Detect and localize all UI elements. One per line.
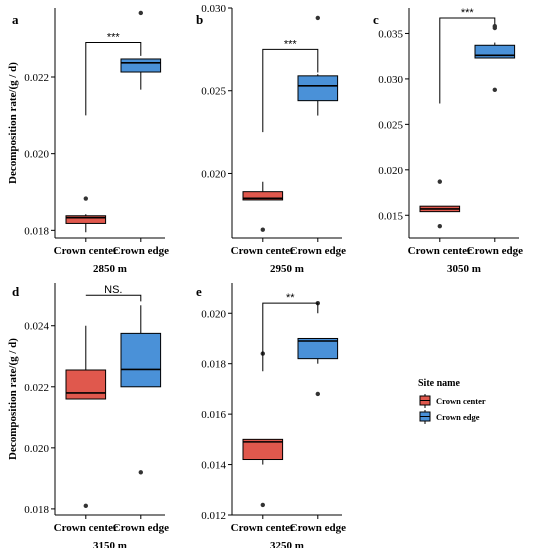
y-tick-label: 0.020: [378, 165, 403, 177]
significance-label: NS.: [104, 284, 122, 296]
significance-bracket: ***: [439, 7, 496, 104]
box-crown-edge: [297, 300, 339, 397]
panel-letter: c: [373, 12, 379, 27]
y-axis-title: Decomposition rate/(g / d): [7, 338, 19, 460]
box-crown-edge: [297, 15, 339, 116]
box-body: [474, 44, 516, 59]
box-body: [120, 332, 162, 388]
x-tick-label: Crown center: [54, 522, 118, 534]
outlier-point: [315, 15, 320, 21]
box-body: [242, 191, 284, 201]
box-body: [242, 438, 284, 461]
significance-bracket: ***: [85, 32, 142, 116]
outlier-point: [83, 196, 89, 201]
box-crown-center: [65, 196, 107, 233]
x-axis-title: 2950 m: [270, 263, 304, 275]
box-body: [65, 369, 107, 400]
box-body: [297, 75, 339, 102]
y-tick-label: 0.012: [201, 510, 226, 522]
y-tick-label: 0.014: [201, 460, 226, 472]
bracket-line: [262, 302, 319, 372]
y-tick-label: 0.016: [201, 409, 226, 421]
y-tick-label: 0.020: [201, 308, 226, 320]
box-body: [297, 337, 339, 360]
y-tick-label: 0.020: [24, 149, 49, 161]
box-crown-center: [242, 181, 284, 232]
significance-label: ***: [107, 32, 121, 44]
significance-bracket: ***: [262, 38, 319, 133]
panel-letter: b: [196, 12, 203, 27]
y-tick-label: 0.020: [201, 168, 226, 180]
bracket-line: [85, 42, 142, 116]
x-tick-label: Crown center: [408, 245, 472, 257]
legend: Site name Crown center Crown edge: [418, 378, 486, 424]
chart-panel-c: c 0.015 0.020 0.025 0.030 0.035 Crown centerCr…: [373, 7, 523, 275]
bracket-line: [439, 17, 496, 104]
y-tick-label: 0.030: [201, 3, 226, 15]
outlier-point: [138, 470, 143, 475]
y-tick-label: 0.022: [24, 72, 49, 84]
x-axis-title: 2850 m: [93, 263, 127, 275]
bracket-line: [85, 294, 142, 302]
box-crown-edge: [120, 10, 162, 90]
panel-letter: a: [12, 12, 19, 27]
legend-label: Crown edge: [436, 412, 480, 422]
box-crown-center: [242, 351, 284, 508]
x-axis-title: 3250 m: [270, 540, 304, 548]
x-tick-label: Crown center: [54, 245, 118, 257]
x-axis-title: 3050 m: [447, 263, 481, 275]
y-tick-label: 0.018: [24, 504, 49, 516]
y-tick-label: 0.022: [24, 382, 49, 394]
outlier-point: [437, 179, 442, 184]
box-crown-center: [419, 179, 461, 229]
chart-panel-e: e 0.012 0.014 0.016 0.018 0.020 Crown centerCr…: [196, 283, 346, 548]
significance-label: ***: [461, 7, 475, 19]
significance-bracket: NS.: [85, 284, 142, 302]
outlier-point: [492, 23, 497, 29]
outlier-point: [437, 223, 442, 229]
y-axis-title: Decomposition rate/(g / d): [7, 62, 19, 184]
significance-bracket: **: [262, 292, 319, 372]
box-body: [120, 58, 162, 73]
significance-label: **: [286, 292, 295, 304]
box-crown-edge: [474, 23, 516, 93]
outlier-point: [83, 503, 89, 509]
x-tick-label: Crown edge: [113, 522, 169, 534]
x-tick-label: Crown center: [231, 245, 295, 257]
box-crown-center: [65, 325, 107, 509]
x-tick-label: Crown edge: [290, 245, 346, 257]
panel-letter: e: [196, 284, 202, 299]
y-tick-label: 0.015: [378, 210, 403, 222]
y-tick-label: 0.020: [24, 443, 49, 455]
x-tick-label: Crown edge: [290, 522, 346, 534]
box-crown-edge: [120, 305, 162, 475]
y-tick-label: 0.035: [378, 28, 403, 40]
significance-label: ***: [284, 38, 298, 50]
y-tick-label: 0.025: [378, 119, 403, 131]
x-tick-label: Crown edge: [113, 245, 169, 257]
outlier-point: [260, 227, 265, 232]
outlier-point: [260, 502, 265, 508]
y-tick-label: 0.018: [201, 359, 226, 371]
panel-letter: d: [12, 284, 20, 299]
y-tick-label: 0.024: [24, 321, 49, 333]
y-tick-label: 0.025: [201, 86, 226, 98]
y-tick-label: 0.018: [24, 225, 49, 237]
x-tick-label: Crown center: [231, 522, 295, 534]
x-tick-label: Crown edge: [467, 245, 523, 257]
box-body: [65, 215, 107, 224]
outlier-point: [138, 10, 143, 16]
y-tick-label: 0.030: [378, 74, 403, 86]
bracket-line: [262, 48, 319, 133]
outlier-point: [315, 391, 320, 397]
legend-label: Crown center: [436, 396, 486, 406]
outlier-point: [492, 87, 497, 93]
x-axis-title: 3150 m: [93, 540, 127, 548]
legend-title: Site name: [418, 378, 461, 389]
